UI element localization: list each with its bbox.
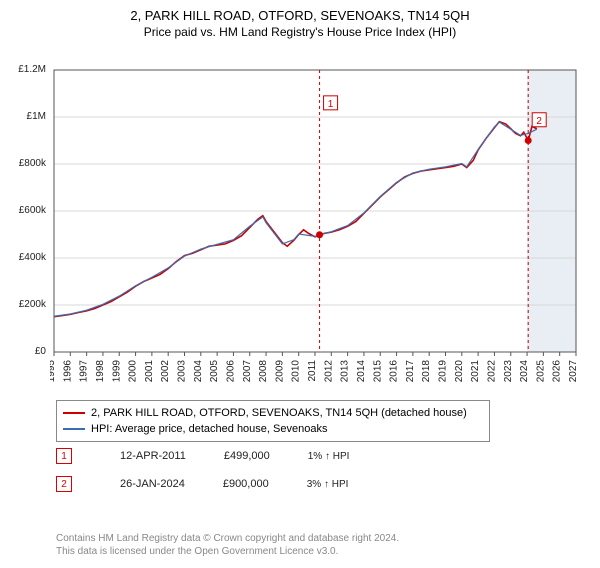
price-chart: 1995 1996 1997 1998 1999 2000 2001 2002 2003 2004…	[50, 66, 580, 386]
svg-text:2021: 2021	[470, 360, 481, 383]
svg-text:1: 1	[328, 99, 334, 110]
svg-text:2004: 2004	[193, 360, 204, 383]
svg-text:2011: 2011	[307, 360, 318, 382]
footer-line2: This data is licensed under the Open Gov…	[56, 545, 399, 558]
marker-badge-2: 2	[56, 476, 72, 492]
svg-text:2020: 2020	[454, 360, 465, 383]
svg-text:2024: 2024	[519, 360, 530, 383]
chart-subtitle: Price paid vs. HM Land Registry's House …	[0, 25, 600, 39]
svg-text:2023: 2023	[503, 360, 514, 383]
svg-text:2002: 2002	[160, 360, 171, 383]
svg-text:2010: 2010	[291, 360, 302, 383]
svg-text:2006: 2006	[225, 360, 236, 383]
legend-item: HPI: Average price, detached house, Seve…	[63, 421, 483, 437]
svg-text:2012: 2012	[323, 360, 334, 383]
y-tick-label: £200k	[0, 299, 46, 310]
y-tick-label: £0	[0, 346, 46, 357]
svg-text:1997: 1997	[79, 360, 90, 383]
y-tick-label: £1M	[0, 111, 46, 122]
marker-badge-1: 1	[56, 448, 72, 464]
svg-text:2007: 2007	[242, 360, 253, 383]
svg-text:2000: 2000	[128, 360, 139, 383]
svg-text:2013: 2013	[340, 360, 351, 383]
svg-text:2019: 2019	[438, 360, 449, 383]
legend-item: 2, PARK HILL ROAD, OTFORD, SEVENOAKS, TN…	[63, 405, 483, 421]
footer-attribution: Contains HM Land Registry data © Crown c…	[56, 532, 399, 558]
legend-box: 2, PARK HILL ROAD, OTFORD, SEVENOAKS, TN…	[56, 400, 490, 442]
marker-price: £499,000	[224, 450, 270, 462]
marker-row-1: 1 12-APR-2011 £499,000 1% ↑ HPI	[56, 448, 349, 464]
footer-line1: Contains HM Land Registry data © Crown c…	[56, 532, 399, 545]
svg-text:1999: 1999	[111, 360, 122, 383]
legend-label: 2, PARK HILL ROAD, OTFORD, SEVENOAKS, TN…	[91, 407, 467, 419]
svg-text:2009: 2009	[274, 360, 285, 383]
marker-date: 12-APR-2011	[120, 450, 186, 462]
y-tick-label: £600k	[0, 205, 46, 216]
svg-text:1996: 1996	[62, 360, 73, 383]
y-tick-label: £400k	[0, 252, 46, 263]
marker-delta: 1% ↑ HPI	[308, 451, 350, 462]
svg-text:2003: 2003	[177, 360, 188, 383]
legend-label: HPI: Average price, detached house, Seve…	[91, 423, 327, 435]
svg-text:2026: 2026	[552, 360, 563, 383]
marker-delta: 3% ↑ HPI	[307, 479, 349, 490]
legend-swatch	[63, 428, 85, 430]
svg-text:1995: 1995	[50, 360, 57, 383]
svg-text:2008: 2008	[258, 360, 269, 383]
svg-text:2025: 2025	[535, 360, 546, 383]
svg-text:2022: 2022	[486, 360, 497, 383]
marker-row-2: 2 26-JAN-2024 £900,000 3% ↑ HPI	[56, 476, 348, 492]
svg-text:2027: 2027	[568, 360, 579, 383]
marker-price: £900,000	[223, 478, 269, 490]
y-tick-label: £800k	[0, 158, 46, 169]
svg-text:2005: 2005	[209, 360, 220, 383]
svg-text:2018: 2018	[421, 360, 432, 383]
svg-text:2017: 2017	[405, 360, 416, 383]
legend-swatch	[63, 412, 85, 414]
svg-text:2: 2	[536, 116, 542, 127]
chart-title: 2, PARK HILL ROAD, OTFORD, SEVENOAKS, TN…	[0, 8, 600, 23]
svg-text:2015: 2015	[372, 360, 383, 383]
svg-text:2016: 2016	[389, 360, 400, 383]
y-tick-label: £1.2M	[0, 64, 46, 75]
svg-text:1998: 1998	[95, 360, 106, 383]
svg-text:2014: 2014	[356, 360, 367, 383]
marker-date: 26-JAN-2024	[120, 478, 185, 490]
svg-text:2001: 2001	[144, 360, 155, 383]
